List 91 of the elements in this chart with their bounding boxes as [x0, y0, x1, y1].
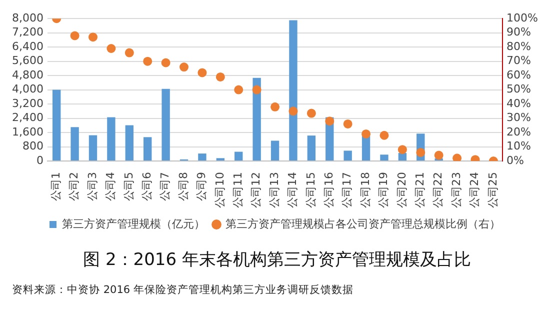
x-tick-label: 公司25 [486, 172, 500, 208]
x-tick-label: 公司4 [104, 172, 118, 202]
y2-tick-label: 30% [506, 111, 532, 124]
point [143, 56, 152, 66]
point [161, 58, 170, 68]
y-tick-label: 4,800 [12, 68, 44, 82]
bar [270, 140, 280, 161]
legend-label: 第三方资产管理规模（亿元） [62, 217, 205, 230]
x-tick-label: 公司14 [286, 172, 300, 208]
point [180, 62, 189, 72]
bar [107, 117, 116, 161]
bar [398, 152, 407, 161]
bar [162, 88, 170, 161]
bar [88, 135, 98, 161]
bar [198, 154, 206, 161]
y2-tick-label: 90% [506, 26, 532, 39]
y2-tick-label: 50% [506, 82, 532, 96]
x-tick-label: 公司15 [304, 172, 318, 208]
y-tick-label: 7,200 [12, 26, 44, 39]
y-tick-label: 4,000 [12, 82, 44, 96]
y2-tick-label: 20% [506, 125, 532, 138]
x-tick-label: 公司18 [358, 172, 372, 208]
x-tick-label: 公司13 [268, 172, 281, 208]
point [343, 119, 352, 128]
legend-label: 第三方资产管理规模占各公司资产管理总规模比例（右） [226, 217, 500, 230]
bar [125, 125, 134, 161]
point [416, 148, 426, 157]
y-tick-label: 0 [36, 154, 44, 167]
x-tick-label: 公司11 [231, 172, 244, 208]
x-tick-label: 公司8 [176, 172, 190, 202]
x-tick-label: 公司10 [213, 172, 226, 208]
y2-tick-label: 100% [506, 11, 538, 24]
bar [344, 150, 352, 161]
point [452, 154, 462, 162]
x-tick-label: 公司24 [468, 172, 482, 208]
point [234, 85, 244, 94]
point [216, 72, 225, 82]
x-tick-label: 公司17 [340, 172, 354, 208]
y2-tick-label: 80% [506, 40, 532, 53]
y-tick-label: 5,600 [12, 54, 44, 68]
x-tick-label: 公司9 [195, 172, 208, 202]
point [325, 116, 334, 126]
x-tick-label: 公司3 [86, 172, 99, 202]
text: 图 2：2016 年末各机构第三方资产管理规模及占比 [82, 249, 472, 271]
x-tick-label: 公司7 [158, 172, 172, 202]
point [124, 48, 134, 58]
x-tick-label: 公司2 [68, 172, 81, 202]
x-tick-label: 公司19 [377, 172, 390, 208]
text: 资料来源：中资协 2016 年保险资产管理机构第三方业务调研反馈数据 [12, 283, 354, 297]
y2-tick-label: 0% [506, 154, 524, 167]
bar [252, 78, 261, 161]
point [398, 145, 407, 154]
x-tick-label: 公司12 [250, 172, 263, 208]
x-tick-label: 公司6 [140, 172, 154, 202]
x-tick-label: 公司16 [322, 172, 336, 208]
y-tick-label: 1,600 [12, 125, 44, 138]
x-tick-label: 公司20 [395, 172, 408, 208]
x-tick-label: 公司22 [432, 172, 445, 208]
bar [234, 152, 243, 161]
point [306, 108, 316, 118]
y-tick-label: 8,000 [12, 11, 44, 24]
point [270, 102, 280, 112]
point [252, 85, 262, 94]
bar [307, 136, 316, 161]
bar [362, 136, 370, 161]
point [106, 44, 116, 54]
x-tick-label: 公司5 [122, 172, 136, 202]
bar [144, 137, 152, 161]
point [434, 150, 444, 160]
y2-tick-label: 70% [506, 54, 532, 68]
y-tick-label: 3,200 [12, 96, 44, 110]
bar [380, 154, 388, 161]
point [380, 130, 389, 140]
x-tick-label: 公司23 [450, 172, 463, 208]
point [362, 129, 371, 138]
y-tick-label: 6,400 [12, 40, 44, 53]
bar [289, 20, 298, 161]
bar [52, 90, 61, 161]
y2-tick-label: 60% [506, 68, 532, 82]
y-tick-label: 2,400 [12, 111, 44, 124]
x-tick-label: 公司1 [49, 172, 62, 202]
bar [216, 158, 225, 161]
y2-tick-label: 40% [506, 96, 532, 110]
point [88, 32, 98, 42]
y2-tick-label: 10% [506, 140, 532, 153]
point [70, 31, 80, 40]
point [288, 106, 298, 116]
y-tick-label: 800 [22, 140, 44, 153]
bar [70, 127, 79, 161]
point [198, 68, 207, 78]
x-tick-label: 公司21 [414, 172, 426, 208]
